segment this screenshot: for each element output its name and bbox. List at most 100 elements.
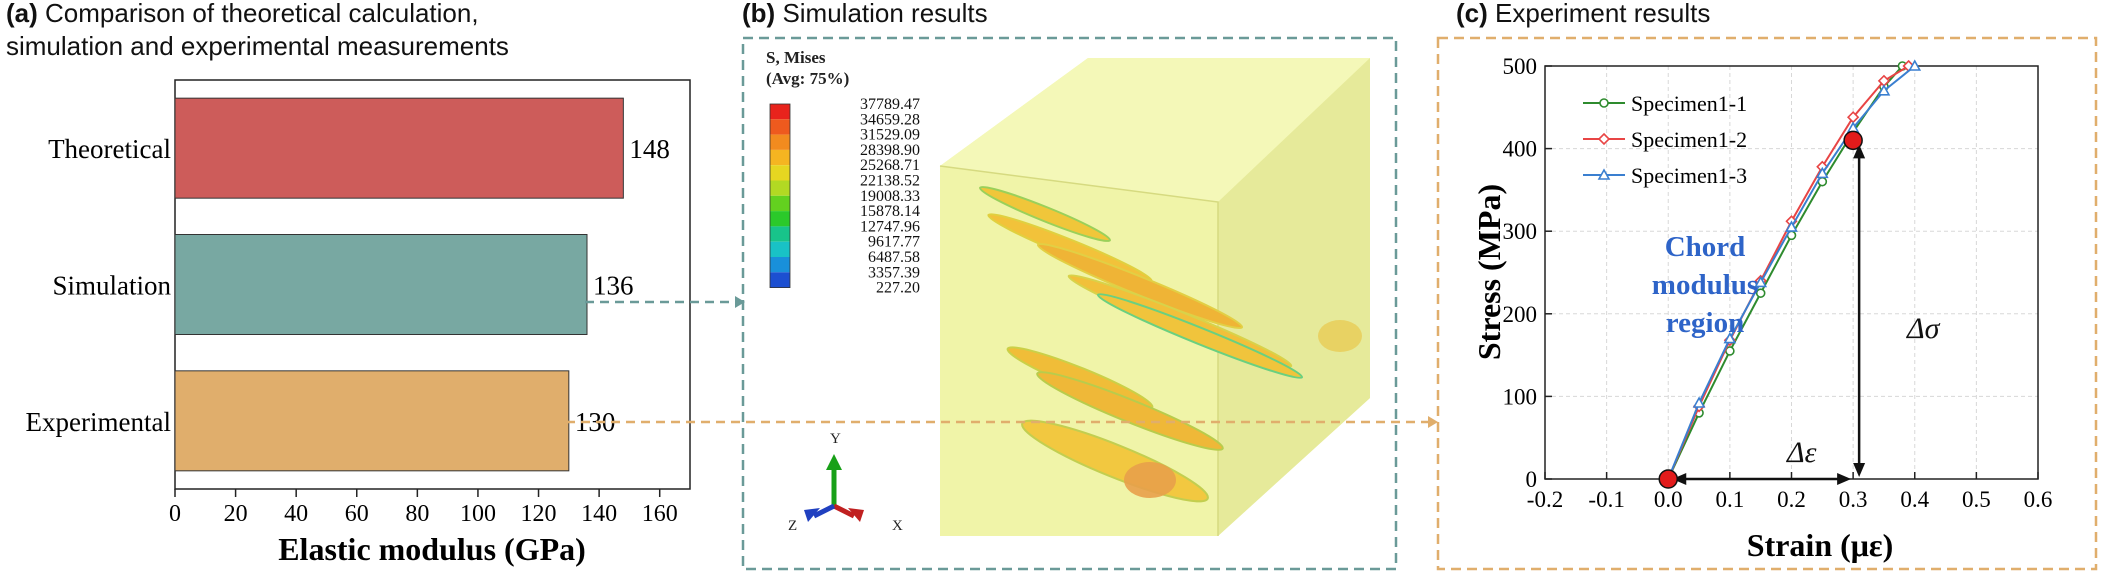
bar-xtick-label: 140 [581, 501, 617, 527]
panel-b-title-text: Simulation results [782, 0, 988, 28]
xtick-label: 0.4 [1900, 487, 1929, 512]
data-point [1692, 396, 1706, 408]
chord-label-line3: region [1666, 307, 1744, 339]
delta-sigma-arrowhead-top [1853, 144, 1866, 159]
bar-xtick-label: 20 [224, 501, 248, 527]
axis-z-label: Z [788, 518, 797, 534]
legend-value-label: 19008.33 [860, 188, 920, 205]
data-point [1908, 59, 1922, 71]
legend-swatch [770, 257, 790, 273]
delta-epsilon-arrowhead-left [1672, 473, 1687, 485]
legend-swatch [770, 149, 790, 166]
axis-x-label: X [892, 518, 903, 534]
sim-connector-head [735, 296, 745, 308]
legend-swatch [770, 272, 790, 288]
simulation-frame [741, 36, 1398, 571]
xtick-label: 0.5 [1962, 487, 1991, 512]
simulation-figure: S, Mises (Avg: 75%) 37789.4734659.283152… [741, 36, 1398, 571]
exp-connector-head [1428, 416, 1438, 428]
ytick-label: 400 [1503, 137, 1538, 162]
legend-swatch [770, 211, 790, 227]
cube-edges [939, 165, 1219, 536]
bar-chart: Theoretical 148 Simulation 136 Experimental 1… [26, 79, 691, 567]
legend-title-2: (Avg: 75%) [766, 69, 849, 88]
data-point [1597, 132, 1611, 146]
legend-swatch [770, 180, 790, 196]
data-point [1599, 98, 1609, 108]
bar-category-label: Simulation [52, 271, 171, 301]
legend-swatch [770, 195, 790, 212]
ytick-label: 300 [1503, 219, 1538, 244]
data-point [1597, 168, 1611, 180]
legend-swatch [770, 119, 790, 135]
xtick-label: -0.1 [1588, 487, 1624, 512]
legend-bar-outline [769, 103, 791, 289]
delta-epsilon-arrowhead-right [1837, 473, 1852, 485]
chord-label-line1: Chord [1665, 231, 1746, 263]
delta-sigma-label: Δσ [1906, 312, 1941, 345]
panel-a-title: (a) Comparison of theoretical calculatio… [6, 0, 479, 29]
panel-a-title-line1: Comparison of theoretical calculation, [45, 0, 479, 28]
bar-xtick-label: 100 [460, 501, 496, 527]
panel-b-tag: (b) [742, 0, 776, 28]
xtick-label: -0.2 [1527, 487, 1563, 512]
bar-xtick-label: 0 [169, 501, 181, 527]
stress-strain-xlabel: Strain (με) [1747, 527, 1893, 563]
data-point [1815, 166, 1829, 179]
bar-category-label: Theoretical [48, 134, 171, 164]
bar-theoretical [174, 97, 624, 199]
cube-side-face [1218, 58, 1370, 536]
axis-y-label: Y [830, 431, 841, 447]
legend-label: Specimen1-3 [1631, 163, 1747, 188]
panel-a-tag: (a) [6, 0, 38, 28]
bar-xtick-label: 160 [642, 501, 678, 527]
legend-value-label: 12747.96 [860, 218, 920, 235]
legend-value-label: 37789.47 [860, 96, 920, 113]
legend-value-label: 31529.09 [860, 127, 920, 144]
legend-value-label: 34659.28 [860, 111, 920, 128]
bar-value-label: 136 [593, 271, 634, 301]
panel-c-title-text: Experiment results [1495, 0, 1711, 28]
legend-swatch [770, 134, 790, 150]
legend-swatch [770, 226, 790, 242]
xtick-label: 0.0 [1654, 487, 1683, 512]
bar-chart-xlabel: Elastic modulus (GPa) [278, 531, 586, 567]
panel-c-title: (c) Experiment results [1456, 0, 1710, 29]
coordinate-triad: Y Z X [788, 431, 903, 534]
bar-value-label: 148 [629, 134, 670, 164]
legend-label: Specimen1-1 [1631, 91, 1747, 116]
panel-b-title: (b) Simulation results [742, 0, 988, 29]
bar-xtick-label: 40 [284, 501, 308, 527]
legend-value-label: 3357.39 [868, 264, 920, 281]
key-point-start [1658, 469, 1678, 489]
legend-value-label: 227.20 [876, 280, 920, 297]
delta-epsilon-label: Δε [1786, 436, 1817, 469]
legend-value-label: 6487.58 [868, 249, 920, 266]
legend-value-label: 25268.71 [860, 157, 920, 174]
data-point [1755, 288, 1766, 298]
legend-swatch [770, 241, 790, 257]
ytick-label: 0 [1526, 467, 1538, 492]
experiment-frame [1436, 36, 2098, 571]
xtick-label: 0.6 [2024, 487, 2053, 512]
bar-simulation [174, 234, 588, 335]
panel-c-tag: (c) [1456, 0, 1488, 28]
legend-title-1: S, Mises [766, 48, 826, 67]
bar-category-label: Experimental [26, 407, 171, 437]
legend-swatch [770, 104, 790, 120]
chord-label-line2: modulus [1652, 269, 1758, 301]
bar-experimental [174, 370, 570, 472]
delta-sigma-arrowhead-bottom [1853, 463, 1866, 477]
legend-swatch [770, 165, 790, 181]
stress-strain-ylabel: Stress (MPa) [1471, 184, 1507, 360]
key-point-end [1843, 130, 1863, 151]
legend-label: Specimen1-2 [1631, 127, 1747, 152]
data-point [1754, 275, 1768, 288]
xtick-label: 0.2 [1777, 487, 1806, 512]
data-point [1785, 220, 1798, 232]
ytick-label: 200 [1503, 302, 1538, 327]
inclusions [979, 185, 1362, 503]
bar-xtick-label: 120 [521, 501, 557, 527]
xtick-label: 0.1 [1716, 487, 1745, 512]
